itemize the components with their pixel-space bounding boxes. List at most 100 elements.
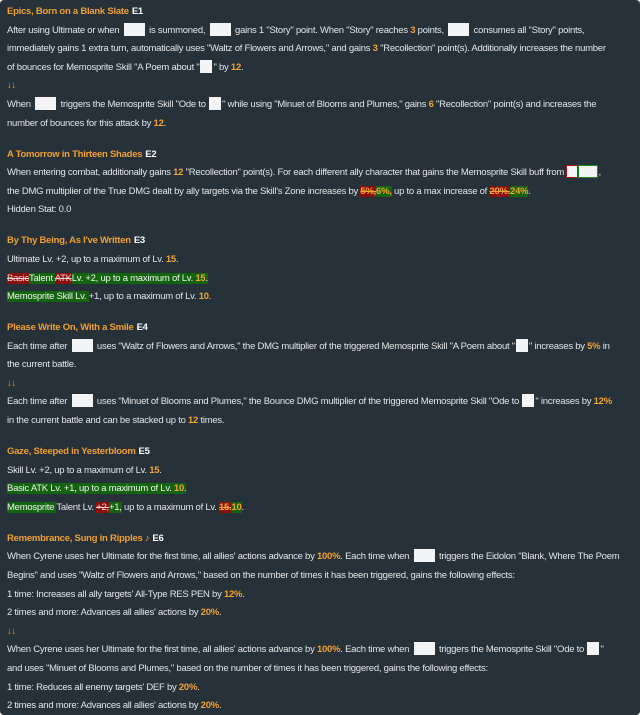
highlight-value: 12	[188, 415, 199, 427]
highlight-value: 3	[410, 24, 416, 36]
text: up to a max increase of	[391, 185, 490, 197]
text: "Recollection" point(s) and increases th…	[433, 98, 597, 110]
text: points,	[415, 24, 447, 36]
description-line: Memosprite Talent Lv. +2,+1, up to a max…	[7, 499, 633, 518]
added-text: .	[183, 483, 187, 495]
description-line: When Cyrene uses her Ultimate for the fi…	[7, 548, 633, 567]
text: .	[218, 700, 222, 712]
eidolon-level-tag: E3	[133, 235, 145, 247]
change-arrow: ↓↓	[7, 625, 16, 637]
removed-value: 15.	[218, 501, 232, 513]
removed-text: ATK	[54, 272, 72, 284]
highlight-value: 20%	[200, 700, 220, 712]
highlight-value: 12%	[223, 588, 243, 600]
redacted-name	[71, 394, 93, 408]
description-line: ↓↓	[7, 77, 633, 96]
eidolon-title: Please Write On, With a Smile	[7, 322, 134, 334]
text: "Recollection" point(s). For each differ…	[183, 167, 567, 179]
text: When Cyrene uses her Ultimate for the fi…	[7, 644, 317, 656]
eidolon-title: A Tomorrow in Thirteen Shades	[7, 148, 143, 160]
text: Skill Lv. +2, up to a maximum of Lv.	[7, 464, 150, 476]
text: 2 times and more: Advances all allies' a…	[7, 607, 201, 619]
eidolon-level-tag: E5	[138, 446, 150, 458]
description-line: Skill Lv. +2, up to a maximum of Lv. 15.	[7, 462, 633, 481]
text: triggers the Memosprite Skill "Ode to	[58, 98, 209, 110]
description-line: of bounces for Memosprite Skill "A Poem …	[7, 59, 633, 78]
description-line: in the current battle and can be stacked…	[7, 412, 633, 431]
highlight-value: 12%	[593, 396, 613, 408]
redacted-name	[413, 549, 435, 563]
added-text: Talent	[28, 272, 55, 284]
text: of bounces for Memosprite Skill "A Poem …	[7, 61, 200, 73]
redacted-name	[200, 59, 213, 73]
text: the current battle.	[7, 359, 77, 371]
text: " increases by	[535, 396, 594, 408]
highlight-value: 15	[165, 253, 176, 265]
added-value: 6%,	[376, 185, 392, 197]
text: Begins" and uses "Waltz of Flowers and A…	[7, 569, 515, 581]
text: times.	[198, 415, 225, 427]
eidolon-level-tag: E4	[136, 322, 148, 334]
highlight-value: 5%	[587, 340, 601, 352]
description-line: the current battle.	[7, 356, 633, 375]
text: .	[242, 588, 245, 600]
description-line: ↓↓	[7, 623, 633, 642]
text: triggers the Eidolon "Blank, Where The P…	[436, 551, 620, 563]
highlight-value: 15	[149, 464, 160, 476]
eidolon-header: A Tomorrow in Thirteen Shades E2	[7, 146, 633, 165]
highlight-value: 10	[198, 291, 209, 303]
description-line: Each time after uses "Minuet of Blooms a…	[7, 393, 633, 412]
eidolon-title: By Thy Being, As I've Written	[7, 235, 131, 247]
text: in the current battle and can be stacked…	[7, 415, 189, 427]
added-text: +1,	[108, 501, 122, 513]
eidolon-level-tag: E6	[152, 532, 164, 544]
eidolon-title: Epics, Born on a Blank Slate	[7, 6, 129, 17]
text: +1, up to a maximum of Lv.	[88, 291, 199, 303]
text: .	[241, 501, 245, 513]
text: the DMG multiplier of the True DMG dealt…	[7, 185, 361, 197]
redacted-name	[35, 96, 57, 110]
description-line: 2 times and more: Advances all allies' a…	[7, 604, 633, 623]
description-line: When triggers the Memosprite Skill "Ode …	[7, 96, 633, 115]
text: Each time after	[7, 396, 70, 408]
text: . Each time when	[340, 644, 412, 656]
added-text: .	[205, 272, 208, 284]
text: 1 time: Increases all ally targets' All-…	[7, 588, 224, 600]
text: Ultimate Lv. +2, up to a maximum of Lv.	[7, 253, 166, 265]
highlight-value: 20%	[200, 607, 220, 619]
text: number of bounces for this attack by	[7, 117, 154, 129]
text: in	[600, 340, 610, 352]
highlight-value: 12	[173, 167, 184, 179]
text: consumes all "Story" points,	[471, 24, 585, 36]
added-text: Lv. +2, up to a maximum of Lv.	[71, 272, 196, 284]
text: ,	[598, 167, 601, 179]
change-arrow: ↓↓	[7, 377, 16, 389]
description-line: Memosprite Skill Lv. +1, up to a maximum…	[7, 288, 633, 307]
redacted-name	[123, 22, 145, 36]
description-line: After using Ultimate or when is summoned…	[7, 22, 633, 41]
added-value: 10	[173, 483, 184, 495]
added-text: Basic ATK Lv. +1, up to a maximum of Lv.	[7, 483, 174, 495]
description-line: Hidden Stat: 0.0	[7, 201, 633, 220]
removed-text: Basic	[7, 272, 29, 284]
eidolon-section: Remembrance, Sung in Ripples ♪ E6 When Cyr…	[7, 530, 633, 715]
highlight-value: 12	[230, 61, 241, 73]
highlight-value: 3	[372, 43, 378, 55]
text: is summoned,	[146, 24, 208, 36]
redacted-name	[209, 96, 222, 110]
eidolon-section: By Thy Being, As I've Written E3 Ultimate …	[7, 232, 633, 306]
description-line: 1 time: Reduces all enemy targets' DEF b…	[7, 679, 633, 698]
description-line: Ultimate Lv. +2, up to a maximum of Lv. …	[7, 251, 633, 270]
description-line: Each time after uses "Waltz of Flowers a…	[7, 338, 633, 357]
eidolon-level-tag: E2	[145, 148, 157, 160]
redacted-name	[71, 338, 93, 352]
text: .	[528, 185, 531, 197]
text: Hidden Stat: 0.0	[7, 204, 72, 216]
highlight-value: 100%	[316, 551, 341, 563]
removed-text: +2,	[96, 501, 109, 513]
description-line: 1 time: Increases all ally targets' All-…	[7, 586, 633, 605]
text: " while using "Minuet of Blooms and Plum…	[222, 98, 429, 110]
text: Talent Lv.	[56, 501, 97, 513]
highlight-value: 6	[428, 98, 434, 110]
